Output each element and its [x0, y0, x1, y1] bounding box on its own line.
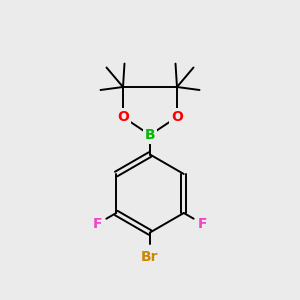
Text: Br: Br [141, 250, 159, 264]
Text: F: F [92, 217, 102, 231]
Text: F: F [198, 217, 208, 231]
Text: B: B [145, 128, 155, 142]
Text: O: O [117, 110, 129, 124]
Text: O: O [171, 110, 183, 124]
